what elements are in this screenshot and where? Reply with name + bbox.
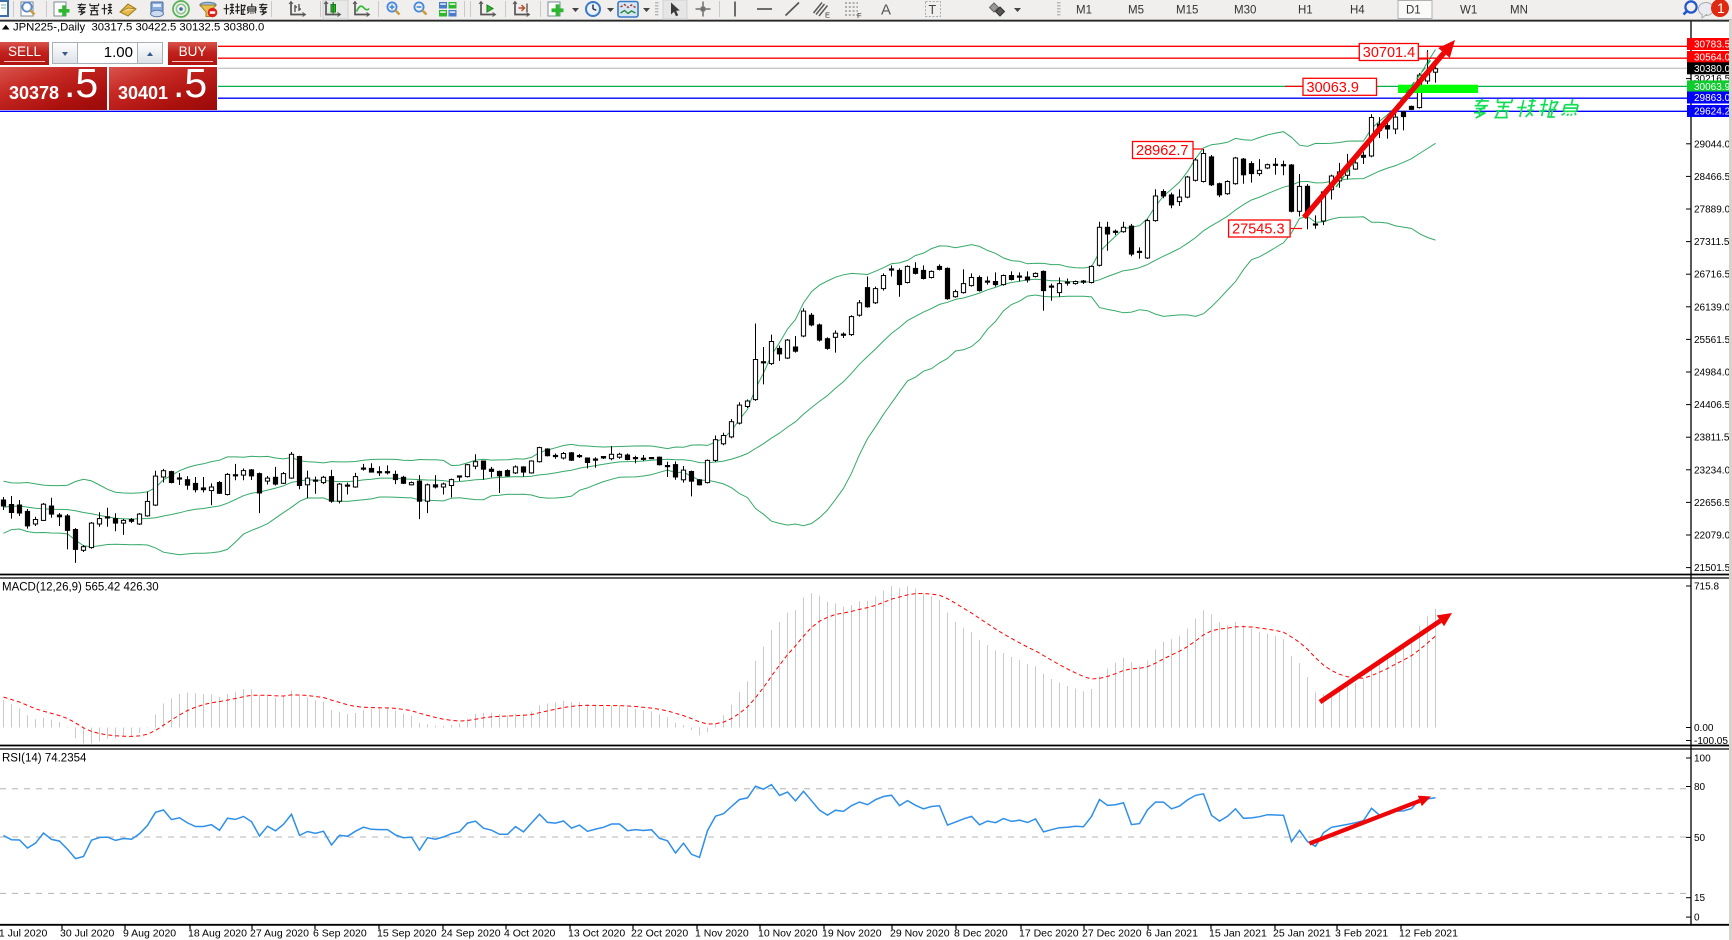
svg-text:28962.7: 28962.7	[1136, 143, 1188, 159]
svg-text:22 Oct 2020: 22 Oct 2020	[631, 928, 688, 940]
svg-text:H4: H4	[1350, 5, 1365, 17]
svg-text:23811.5: 23811.5	[1694, 433, 1730, 444]
svg-text:21501.5: 21501.5	[1694, 563, 1731, 574]
svg-text:M30: M30	[1234, 5, 1256, 17]
svg-text:M1: M1	[1076, 5, 1092, 17]
svg-text:MACD(12,26,9) 565.42 426.30: MACD(12,26,9) 565.42 426.30	[2, 582, 159, 594]
svg-text:27545.3: 27545.3	[1232, 222, 1284, 238]
svg-text:80: 80	[1694, 782, 1706, 793]
svg-text:100: 100	[1694, 754, 1711, 765]
svg-text:17 Dec 2020: 17 Dec 2020	[1019, 928, 1079, 940]
svg-text:30063.9: 30063.9	[1694, 82, 1731, 93]
svg-text:-100.05: -100.05	[1694, 736, 1728, 747]
svg-text:715.8: 715.8	[1694, 582, 1719, 593]
svg-text:15: 15	[1694, 893, 1706, 904]
svg-text:0.00: 0.00	[1694, 723, 1714, 734]
svg-text:22656.5: 22656.5	[1694, 498, 1731, 509]
svg-text:W1: W1	[1460, 5, 1477, 17]
svg-text:24406.5: 24406.5	[1694, 400, 1731, 411]
svg-text:A: A	[881, 2, 891, 19]
svg-text:24 Sep 2020: 24 Sep 2020	[441, 928, 501, 940]
svg-text:15 Jan 2021: 15 Jan 2021	[1209, 928, 1267, 940]
svg-text:H1: H1	[1298, 5, 1313, 17]
svg-text:23234.0: 23234.0	[1694, 465, 1731, 476]
svg-text:D1: D1	[1406, 5, 1421, 17]
svg-text:T: T	[929, 3, 937, 17]
svg-text:8 Dec 2020: 8 Dec 2020	[954, 928, 1008, 940]
svg-text:F: F	[857, 11, 862, 20]
svg-text:4 Oct 2020: 4 Oct 2020	[504, 928, 556, 940]
svg-text:22079.0: 22079.0	[1694, 531, 1731, 542]
svg-text:M15: M15	[1176, 5, 1198, 17]
svg-text:3 Feb 2021: 3 Feb 2021	[1335, 928, 1388, 940]
svg-text:0: 0	[1694, 913, 1700, 924]
svg-text:29 Nov 2020: 29 Nov 2020	[890, 928, 950, 940]
svg-text:30 Jul 2020: 30 Jul 2020	[60, 928, 114, 940]
svg-text:19 Nov 2020: 19 Nov 2020	[822, 928, 882, 940]
svg-text:26716.5: 26716.5	[1694, 270, 1731, 281]
svg-text:18 Aug 2020: 18 Aug 2020	[188, 928, 247, 940]
svg-text:24984.0: 24984.0	[1694, 368, 1731, 379]
svg-text:15 Sep 2020: 15 Sep 2020	[377, 928, 437, 940]
svg-text:29863.0: 29863.0	[1694, 93, 1731, 104]
svg-text:30783.5: 30783.5	[1694, 40, 1731, 51]
svg-text:28466.5: 28466.5	[1694, 172, 1731, 183]
svg-text:26139.0: 26139.0	[1694, 302, 1731, 313]
svg-text:30216.5: 30216.5	[1694, 74, 1731, 85]
svg-text:27 Dec 2020: 27 Dec 2020	[1082, 928, 1142, 940]
svg-text:27889.0: 27889.0	[1694, 205, 1731, 216]
svg-text:1 Nov 2020: 1 Nov 2020	[695, 928, 749, 940]
svg-text:10 Nov 2020: 10 Nov 2020	[758, 928, 818, 940]
svg-text:6 Jan 2021: 6 Jan 2021	[1146, 928, 1198, 940]
svg-text:M5: M5	[1128, 5, 1144, 17]
svg-text:29624.2: 29624.2	[1694, 107, 1731, 118]
svg-text:6 Sep 2020: 6 Sep 2020	[313, 928, 367, 940]
svg-text:25 Jan 2021: 25 Jan 2021	[1273, 928, 1331, 940]
svg-text:12 Feb 2021: 12 Feb 2021	[1399, 928, 1458, 940]
svg-text:50: 50	[1694, 833, 1706, 844]
svg-text:29044.0: 29044.0	[1694, 139, 1731, 150]
svg-text:30380.0: 30380.0	[1694, 64, 1731, 75]
svg-text:30564.0: 30564.0	[1694, 53, 1731, 64]
svg-text:JPN225-,Daily 30317.5 30422.5: JPN225-,Daily 30317.5 30422.5 30132.5 30…	[13, 22, 264, 34]
svg-text:21 Jul 2020: 21 Jul 2020	[0, 928, 47, 940]
svg-text:1: 1	[1717, 0, 1725, 16]
svg-text:MN: MN	[1510, 5, 1528, 17]
svg-text:RSI(14) 74.2354: RSI(14) 74.2354	[2, 753, 87, 765]
svg-text:30701.4: 30701.4	[1363, 45, 1415, 61]
svg-text:30063.9: 30063.9	[1307, 80, 1359, 96]
svg-text:27311.5: 27311.5	[1694, 237, 1730, 248]
svg-text:25561.5: 25561.5	[1694, 335, 1731, 346]
svg-text:E: E	[825, 11, 830, 20]
svg-text:27 Aug 2020: 27 Aug 2020	[250, 928, 309, 940]
svg-text:9 Aug 2020: 9 Aug 2020	[123, 928, 176, 940]
svg-text:13 Oct 2020: 13 Oct 2020	[568, 928, 625, 940]
